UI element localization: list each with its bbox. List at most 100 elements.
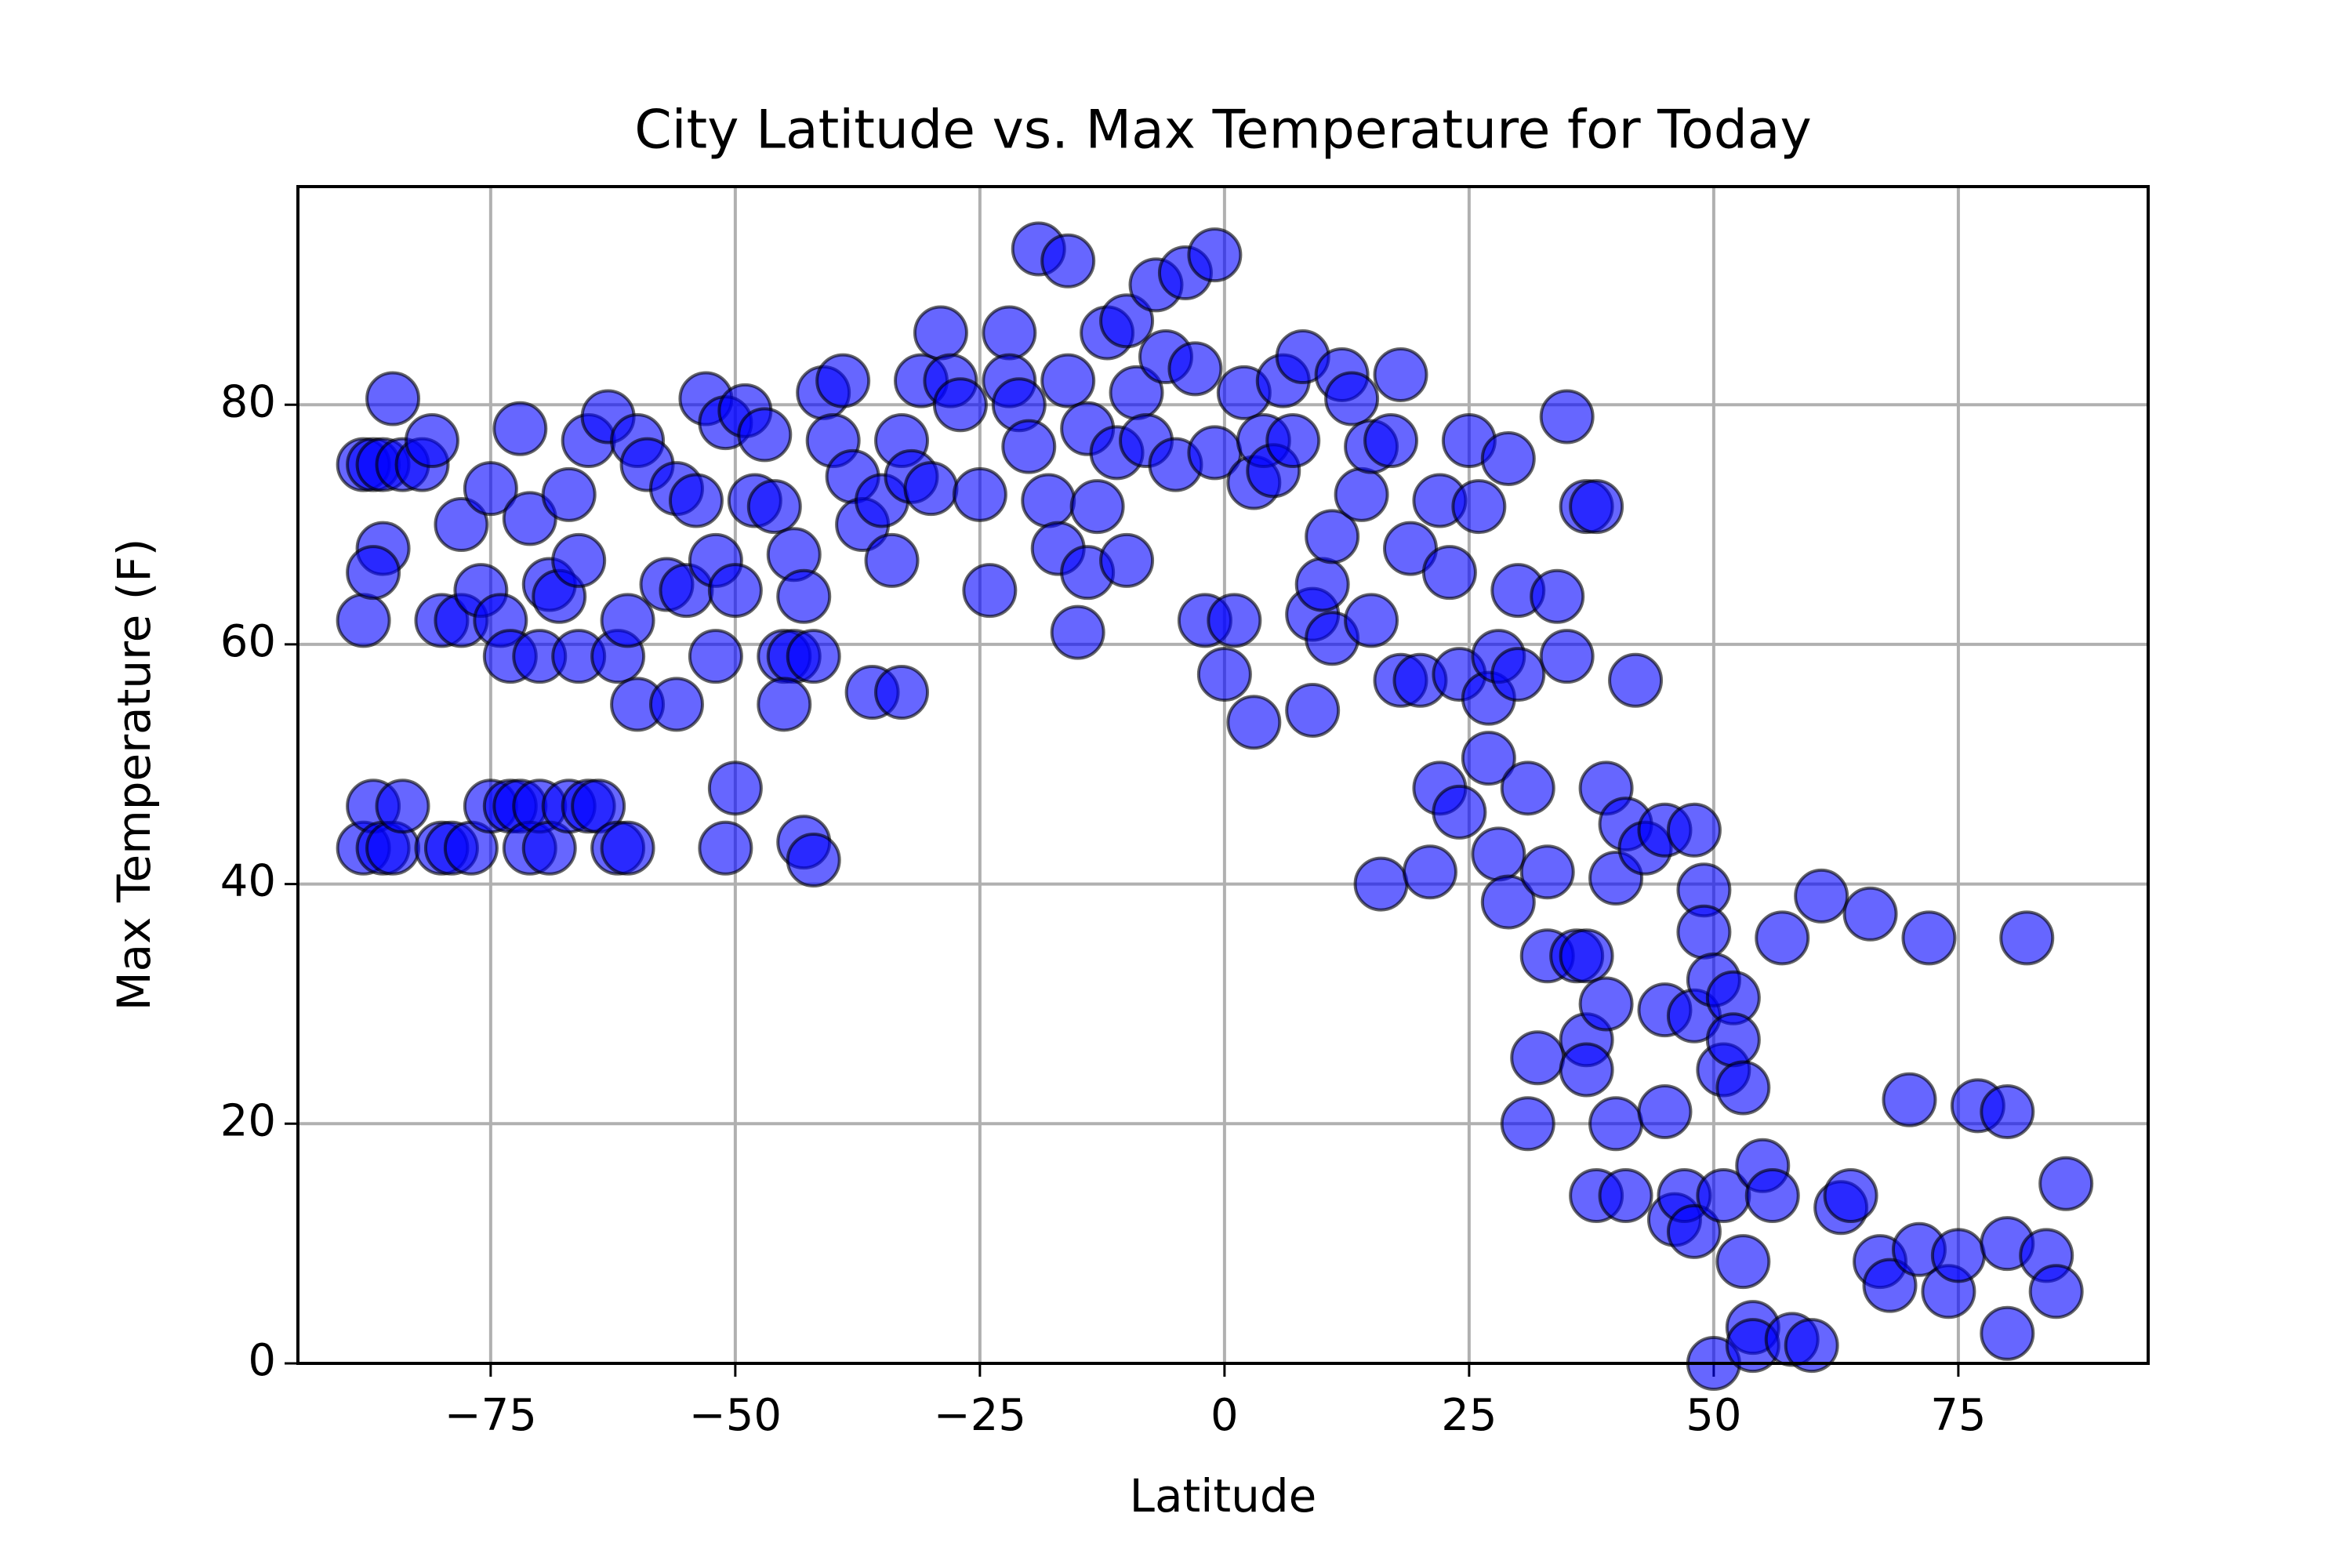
point (688, 629, 743, 684)
point (1842, 886, 1898, 942)
x-tick-label: 75 (1930, 1390, 1986, 1441)
point (600, 593, 655, 648)
point (336, 593, 391, 648)
point (874, 665, 930, 720)
point (707, 760, 763, 816)
point (1500, 760, 1555, 816)
point (1490, 647, 1546, 702)
point (346, 545, 401, 601)
point (815, 353, 871, 408)
point (757, 677, 812, 732)
point (1569, 479, 1624, 535)
point (1305, 509, 1360, 564)
point (648, 677, 704, 732)
point (1480, 874, 1536, 930)
point (1539, 629, 1595, 684)
y-tick-label: 60 (220, 616, 276, 667)
point (1324, 371, 1380, 426)
point (1040, 233, 1096, 289)
y-axis-label: Max Temperature (F) (107, 539, 161, 1011)
point (1344, 593, 1399, 648)
point (746, 479, 802, 535)
point (864, 532, 920, 588)
x-tick-label: 25 (1441, 1390, 1497, 1441)
point (1559, 1042, 1614, 1098)
point (962, 563, 1018, 619)
point (786, 833, 841, 888)
point (1715, 1060, 1771, 1116)
point (492, 401, 548, 456)
point (2028, 1264, 2084, 1319)
x-tick-label: −50 (689, 1390, 782, 1441)
point (1353, 856, 1409, 912)
point (1862, 1258, 1918, 1313)
point (375, 779, 430, 834)
point (1901, 910, 1957, 966)
x-axis-label: Latitude (1130, 1469, 1317, 1523)
x-tick-label: −75 (445, 1390, 537, 1441)
point (365, 371, 421, 426)
point (1363, 413, 1419, 469)
point (1373, 347, 1428, 402)
point (1099, 532, 1155, 588)
x-tick-label: 50 (1686, 1390, 1741, 1441)
point (541, 466, 597, 522)
chart-title: City Latitude vs. Max Temperature for To… (634, 100, 1812, 162)
point (1265, 413, 1321, 469)
point (1421, 545, 1477, 601)
point (1794, 868, 1849, 924)
point (786, 629, 841, 684)
point (707, 563, 763, 619)
point (1021, 473, 1076, 528)
point (1099, 293, 1155, 349)
point (1167, 341, 1223, 397)
y-tick-label: 20 (220, 1095, 276, 1146)
point (1637, 1084, 1693, 1140)
point (1040, 353, 1096, 408)
point (932, 377, 988, 433)
point (1461, 731, 1516, 786)
point (1500, 1096, 1555, 1152)
point (1666, 802, 1722, 858)
point (737, 407, 793, 463)
point (1930, 1228, 1986, 1283)
y-tick-label: 80 (220, 376, 276, 427)
y-tick-label: 0 (248, 1335, 276, 1386)
point (1294, 557, 1350, 612)
point (1823, 1168, 1878, 1224)
point (1608, 652, 1664, 708)
point (913, 305, 968, 361)
point (1402, 844, 1457, 900)
point (1715, 1234, 1771, 1290)
point (404, 413, 459, 469)
y-tick-label: 40 (220, 856, 276, 907)
plot-frame (296, 185, 2150, 1365)
point (463, 461, 518, 517)
point (600, 820, 655, 876)
point (1001, 419, 1057, 474)
point (1519, 844, 1575, 900)
point (1744, 1168, 1800, 1224)
point (1588, 1096, 1644, 1152)
point (551, 532, 607, 588)
point (1578, 976, 1634, 1032)
point (1999, 910, 2055, 966)
point (1187, 227, 1243, 283)
point (952, 466, 1007, 522)
x-tick-label: 0 (1210, 1390, 1239, 1441)
point (1226, 695, 1282, 750)
point (1755, 910, 1810, 966)
x-tick-label: −25 (934, 1390, 1026, 1441)
point (1196, 647, 1252, 702)
point (1539, 389, 1595, 445)
point (1285, 682, 1341, 738)
point (1980, 1305, 2035, 1361)
point (982, 305, 1037, 361)
point (1705, 1012, 1761, 1068)
point (1432, 784, 1487, 840)
point (434, 497, 489, 553)
point (2038, 1156, 2094, 1211)
point (668, 473, 724, 528)
point (1471, 826, 1526, 882)
